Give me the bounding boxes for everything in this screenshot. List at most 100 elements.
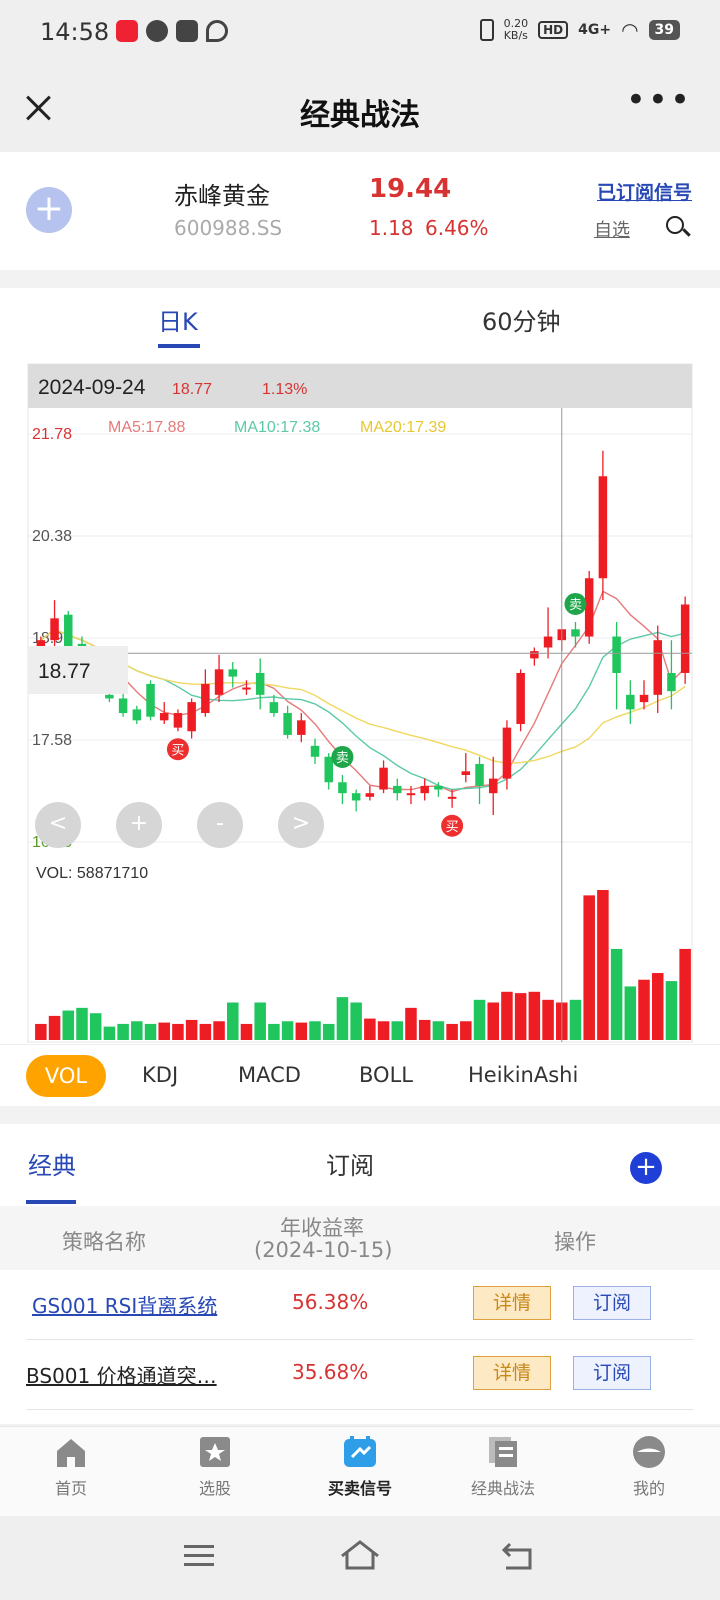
tab-60min[interactable]: 60分钟	[482, 308, 561, 336]
ma10-label: MA10:17.38	[234, 419, 320, 436]
candle-body	[242, 687, 251, 690]
strategy-rate: 56.38%	[292, 1290, 369, 1314]
candle-body	[502, 727, 512, 779]
candle	[159, 702, 169, 724]
candle-body	[146, 683, 155, 717]
candle	[406, 785, 416, 805]
volume-bar	[418, 1019, 431, 1040]
stock-change: 1.18	[369, 216, 414, 240]
subscribe-button[interactable]: 订阅	[573, 1286, 651, 1320]
nav-classic-tactics[interactable]: 经典战法	[448, 1435, 558, 1499]
strategy-rate: 35.68%	[292, 1360, 369, 1384]
volume-bar	[597, 890, 609, 1040]
candle-body	[516, 672, 525, 724]
y-tick-label: 20.38	[32, 528, 72, 545]
candle-body	[255, 672, 265, 695]
volume-bar	[103, 1026, 116, 1040]
strategy-tab-underline	[26, 1200, 76, 1204]
scroll-right-button[interactable]: >	[278, 802, 324, 848]
volume-bar	[514, 993, 527, 1040]
nav-profile[interactable]: 我的	[594, 1435, 704, 1499]
indicator-vol[interactable]: VOL	[26, 1055, 106, 1097]
stock-name: 赤峰黄金	[174, 182, 270, 210]
candle	[420, 778, 429, 801]
candle-body	[105, 694, 114, 699]
zoom-in-button[interactable]: +	[116, 802, 162, 848]
table-row: GS001 RSI背离系统 56.38% 详情 订阅	[26, 1270, 694, 1340]
more-options-icon[interactable]: •••	[625, 80, 692, 120]
subscribe-button[interactable]: 订阅	[573, 1356, 651, 1390]
candle	[393, 778, 402, 801]
candle-body	[132, 709, 142, 721]
menu-icon[interactable]	[178, 1536, 222, 1576]
home-icon	[53, 1435, 89, 1469]
search-icon[interactable]	[666, 216, 691, 240]
hd-badge: HD	[538, 21, 569, 39]
status-right: 0.20 KB/s HD 4G+ ◠ 39	[479, 18, 680, 42]
candle	[488, 756, 498, 816]
candle-body	[228, 669, 238, 677]
doc-icon	[485, 1435, 521, 1469]
scroll-left-button[interactable]: <	[35, 802, 81, 848]
indicator-boll[interactable]: BOLL	[359, 1063, 413, 1087]
stock-code: 600988.SS	[174, 216, 283, 240]
kline-chart[interactable]: 2024-09-24 18.77 1.13% MA5:17.88 MA10:17…	[0, 288, 720, 1044]
volume-bar	[48, 1015, 61, 1040]
nav-home[interactable]: 首页	[16, 1435, 126, 1499]
candle	[530, 647, 539, 666]
y-tick-label: 21.78	[32, 426, 72, 443]
nav-signals[interactable]: 买卖信号	[305, 1435, 415, 1499]
indicator-macd[interactable]: MACD	[238, 1063, 301, 1087]
volume-bar	[62, 1010, 75, 1040]
book-icon	[176, 20, 198, 42]
volume-bar	[144, 1023, 157, 1040]
chart-panel: 日K 60分钟 2024-09-24 18.77 1.13% MA5:17.88…	[0, 288, 720, 1044]
strategy-name-link[interactable]: BS001 价格通道突…	[26, 1364, 217, 1388]
header-date: (2024-10-15)	[254, 1238, 393, 1262]
subscribed-signals-link[interactable]: 已订阅信号	[596, 182, 692, 204]
tab-daily-k[interactable]: 日K	[158, 308, 198, 336]
indicator-kdj[interactable]: KDJ	[142, 1063, 179, 1087]
home-button-icon[interactable]	[338, 1536, 382, 1576]
candle-body	[310, 745, 320, 757]
watchlist-link[interactable]: 自选	[594, 220, 630, 241]
back-icon[interactable]	[498, 1536, 542, 1576]
add-stock-button[interactable]: +	[26, 187, 72, 233]
strategy-name-link[interactable]: GS001 RSI背离系统	[32, 1294, 218, 1318]
signal-label: 卖	[569, 598, 582, 613]
candle-body	[667, 672, 676, 692]
crosshair-price-box	[28, 646, 128, 694]
volume-bar	[460, 1021, 472, 1040]
volume-bar	[336, 997, 349, 1040]
volume-bar	[185, 1019, 198, 1040]
info-bar	[28, 364, 692, 408]
candle	[283, 705, 292, 739]
detail-button[interactable]: 详情	[473, 1286, 551, 1320]
candle-body	[461, 771, 471, 775]
candle-body	[214, 669, 224, 695]
candle-body	[365, 793, 375, 797]
signal-label: 买	[171, 743, 184, 758]
star-icon	[197, 1435, 233, 1469]
candle	[351, 789, 361, 812]
tab-subscribed[interactable]: 订阅	[326, 1152, 374, 1180]
tab-classic[interactable]: 经典	[28, 1152, 76, 1180]
candle	[173, 709, 183, 732]
nav-select-stock[interactable]: 选股	[160, 1435, 270, 1499]
chart-frame	[27, 363, 693, 1043]
ma20-line	[40, 628, 686, 765]
zoom-out-button[interactable]: -	[197, 802, 243, 848]
candle	[584, 570, 594, 644]
indicator-heikinashi[interactable]: HeikinAshi	[468, 1063, 579, 1087]
volume-bar	[446, 1023, 458, 1040]
volume-bar	[268, 1023, 280, 1040]
candle	[434, 782, 443, 797]
add-strategy-button[interactable]: +	[630, 1152, 662, 1184]
battery-indicator: 39	[648, 20, 680, 40]
volume-bar	[364, 1018, 376, 1040]
volume-bar	[117, 1023, 129, 1040]
candle-body	[434, 785, 443, 790]
candle-body	[530, 651, 539, 659]
detail-button[interactable]: 详情	[473, 1356, 551, 1390]
tab-underline	[158, 344, 200, 348]
